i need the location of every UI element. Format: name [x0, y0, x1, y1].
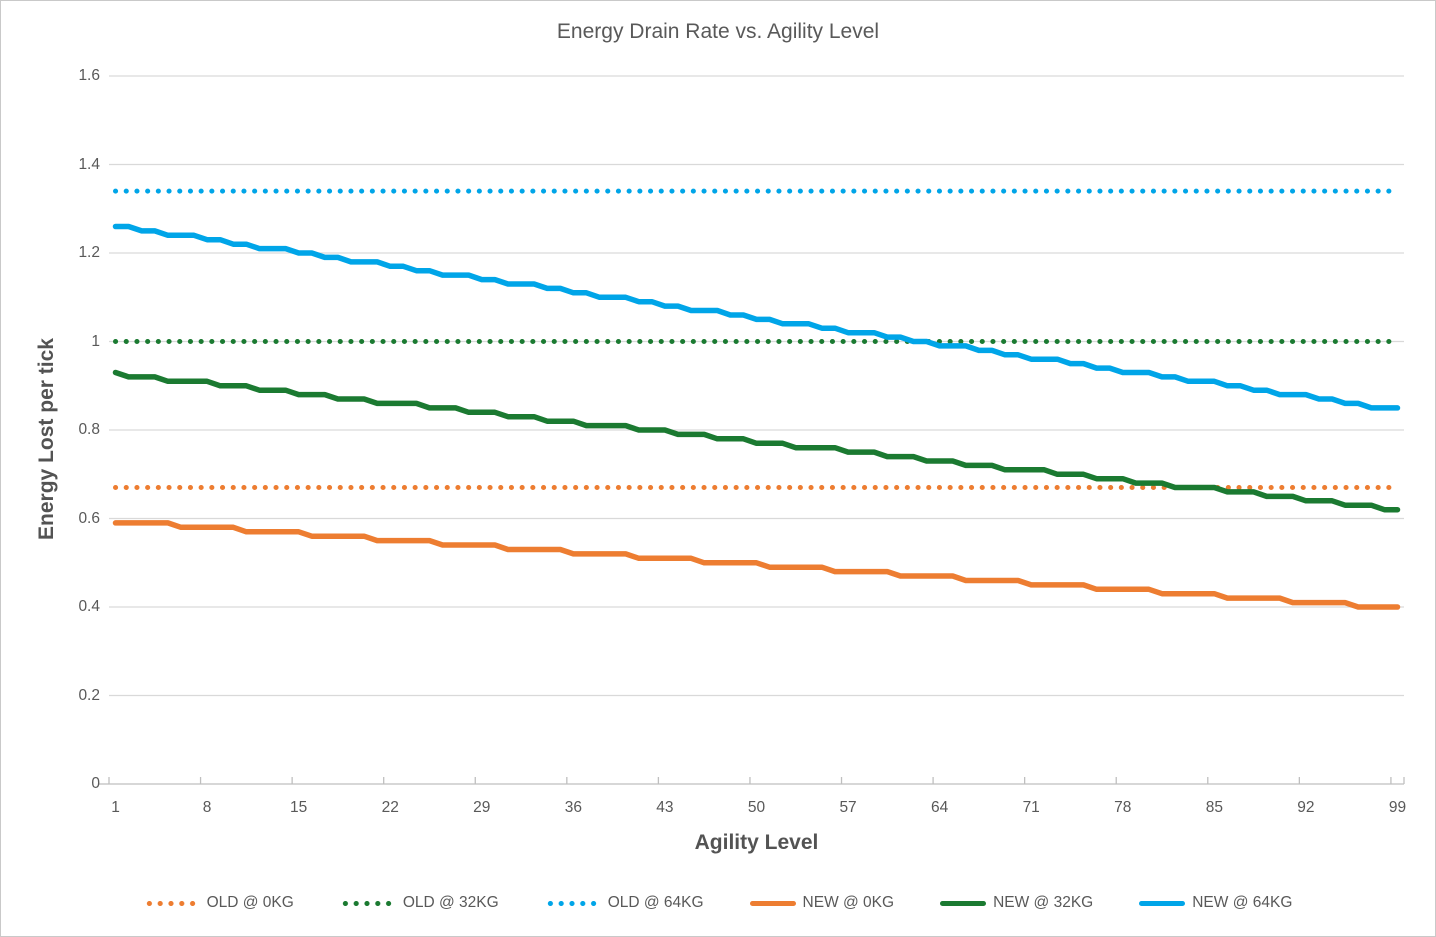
x-tick-label: 1: [111, 799, 120, 816]
legend-item: NEW @ 0KG: [749, 894, 895, 912]
y-tick-label: 0.8: [78, 421, 100, 438]
legend-item: OLD @ 32KG: [339, 894, 499, 912]
x-tick-label: 78: [1114, 799, 1132, 816]
x-tick-label: 22: [381, 799, 399, 816]
y-tick-label: 1: [91, 332, 100, 350]
legend-item: OLD @ 0KG: [143, 894, 294, 912]
y-tick-label: 1.6: [78, 67, 100, 84]
x-tick-label: 43: [656, 799, 674, 816]
legend-label: NEW @ 32KG: [993, 894, 1094, 911]
x-tick-label: 8: [202, 799, 212, 816]
y-tick-label: 0.2: [78, 686, 100, 704]
chart-title: Energy Drain Rate vs. Agility Level: [556, 20, 880, 43]
x-tick-label: 29: [473, 799, 491, 816]
legend-swatch-dotted-line-icon: [544, 900, 601, 906]
legend-swatch-solid-line-icon: [749, 900, 796, 906]
legend-item: OLD @ 64KG: [544, 894, 704, 912]
x-tick-label: 36: [564, 799, 582, 816]
y-tick-label: 1.4: [78, 155, 100, 173]
x-tick-label: 50: [747, 799, 766, 816]
legend-label: NEW @ 64KG: [1192, 894, 1293, 911]
legend-label: OLD @ 32KG: [402, 894, 499, 911]
legend: OLD @ 0KG OLD @ 32KG OLD @ 64KG NEW @ 0KG NE…: [1, 894, 1435, 912]
x-tick-label: 71: [1022, 799, 1040, 816]
x-tick-label: 57: [839, 799, 857, 816]
x-axis-title: Agility Level: [694, 831, 819, 854]
legend-swatch-solid-line-icon: [1139, 900, 1186, 906]
legend-item: NEW @ 32KG: [940, 894, 1093, 912]
y-tick-label: 1.2: [78, 244, 100, 261]
y-tick-label: 0.6: [78, 509, 100, 527]
legend-label: OLD @ 64KG: [607, 894, 704, 911]
series-line-new-32kg: [112, 369, 1401, 513]
legend-swatch-solid-line-icon: [940, 900, 987, 906]
series-line-new-64kg: [112, 223, 1401, 411]
legend-label: NEW @ 0KG: [802, 894, 895, 911]
legend-swatch-dotted-line-icon: [143, 900, 200, 906]
x-tick-label: 85: [1205, 799, 1223, 816]
x-tick-label: 99: [1388, 799, 1407, 816]
y-tick-label: 0.4: [78, 598, 100, 615]
legend-label: OLD @ 0KG: [206, 894, 294, 911]
x-tick-label: 15: [290, 799, 308, 816]
y-tick-label: 0: [91, 775, 100, 792]
legend-swatch-dotted-line-icon: [339, 900, 396, 906]
x-tick-label: 64: [931, 799, 949, 816]
legend-item: NEW @ 64KG: [1139, 894, 1292, 912]
y-axis-title: Energy Lost per tick: [35, 338, 58, 540]
series-line-new-0kg: [112, 520, 1401, 610]
x-tick-label: 92: [1297, 799, 1315, 816]
